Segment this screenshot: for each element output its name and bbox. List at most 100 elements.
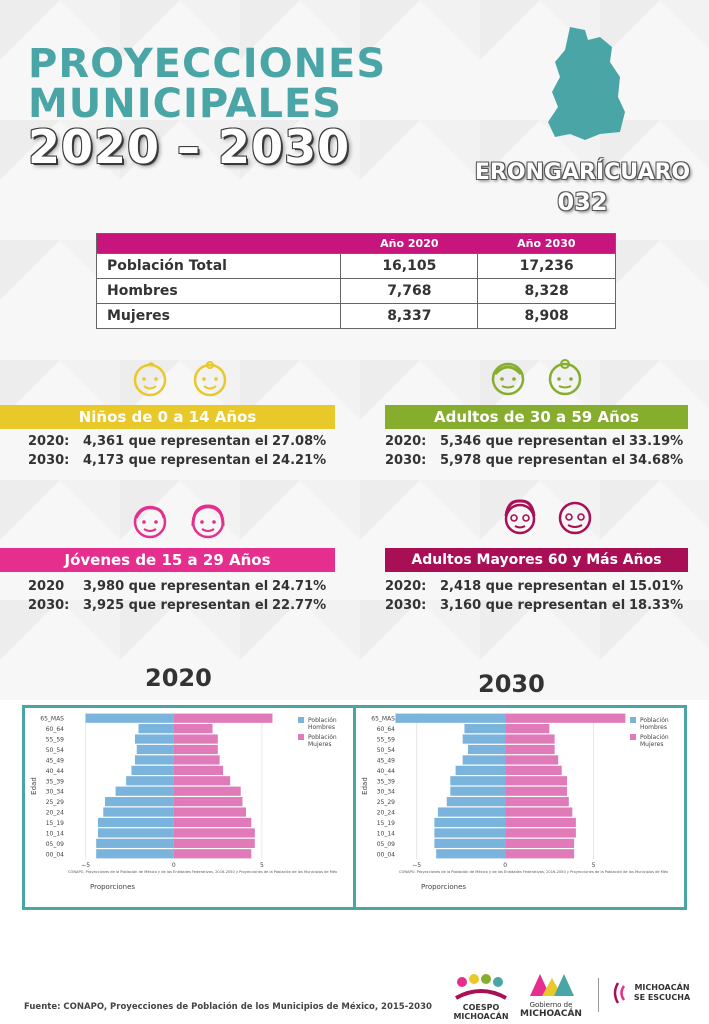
chart-title-2020: 2020	[145, 664, 212, 692]
legend-swatch	[630, 734, 636, 740]
bar-hombres	[131, 765, 174, 775]
row-label: Población Total	[96, 253, 341, 279]
stat-pct: 33.19%	[629, 434, 684, 449]
age-tick-label: 25_29	[377, 799, 395, 806]
age-tick-label: 60_64	[46, 726, 64, 733]
age-tick-label: 30_34	[46, 789, 64, 796]
x-tick-label: 0	[503, 862, 507, 869]
age-tick-label: 20_24	[377, 810, 395, 817]
bar-hombres	[434, 828, 506, 838]
row-value-2020: 8,337	[340, 303, 478, 329]
stat-text: 3,980 que representan el	[83, 579, 269, 594]
escucha-logo-text-b: SE ESCUCHA	[633, 993, 691, 1002]
stat-year: 2020:	[385, 579, 427, 594]
stat-year: 2030:	[28, 453, 70, 468]
bar-mujeres	[173, 713, 273, 723]
bar-mujeres	[505, 849, 575, 859]
row-value-2030: 8,908	[477, 303, 616, 329]
y-axis-label: Edad	[361, 777, 369, 795]
coespo-logo: COESPO MICHOACÁN	[452, 972, 510, 1022]
source-note: Fuente: CONAPO, Proyecciones de Població…	[24, 1002, 432, 1012]
coespo-logo-text: COESPO MICHOACÁN	[453, 1003, 509, 1021]
legend-label: Mujeres	[640, 741, 664, 748]
bar-hombres	[115, 786, 174, 796]
legend-label: Hombres	[308, 724, 335, 731]
x-tick-label: −5	[412, 862, 421, 869]
stat-pct: 22.77%	[272, 598, 327, 613]
bar-mujeres	[505, 724, 550, 734]
coespo-logo-mark	[455, 974, 507, 1000]
bar-hombres	[96, 838, 174, 848]
stat-text: 3,160 que representan el	[440, 598, 626, 613]
gobierno-michoacan-logo: Gobierno de MICHOACÁN	[520, 970, 582, 1020]
age-tick-label: 30_34	[377, 789, 395, 796]
bar-mujeres	[173, 817, 252, 828]
bar-mujeres	[173, 724, 213, 734]
bar-hombres	[464, 724, 506, 734]
stat-pct: 34.68%	[629, 453, 684, 468]
x-tick-label: −5	[81, 862, 90, 869]
group-title-adultos: Adultos de 30 a 59 Años	[385, 405, 688, 429]
row-value-2030: 8,328	[477, 278, 616, 304]
legend-label: Población	[640, 717, 669, 724]
stat-adultos-2030: 2030: 5,978 que representan el 34.68%	[385, 453, 683, 468]
row-value-2030: 17,236	[477, 253, 616, 279]
age-tick-label: 55_59	[46, 737, 64, 744]
y-axis-label: Edad	[30, 777, 38, 795]
row-label: Hombres	[96, 278, 341, 304]
age-tick-label: 40_44	[46, 768, 64, 775]
stat-pct: 24.71%	[272, 579, 327, 594]
stat-text: 2,418 que representan el	[440, 579, 626, 594]
age-tick-label: 10_14	[377, 830, 395, 837]
x-axis-label: Proporciones	[90, 883, 135, 891]
x-tick-label: 5	[592, 862, 596, 869]
table-row: Mujeres 8,337 8,908	[96, 303, 616, 329]
charts-divider	[353, 705, 356, 910]
pyramid-chart-2030: 65_MAS 60_64 55_59 50_54 45_49 40_44 35_39 30_3…	[361, 713, 682, 891]
age-tick-label: 35_39	[46, 778, 64, 785]
bar-hombres	[434, 838, 506, 848]
adult-man-icon	[491, 362, 525, 396]
bar-mujeres	[173, 776, 231, 786]
age-tick-label: 15_19	[377, 820, 395, 827]
stat-text: 4,173 que representan el	[83, 453, 269, 468]
age-tick-label: 00_04	[377, 851, 395, 858]
bar-mujeres	[505, 797, 569, 807]
table-header-2030: Año 2030	[477, 233, 616, 254]
municipality-map-icon	[548, 27, 625, 140]
table-header-2020: Año 2020	[340, 233, 478, 254]
x-tick-label: 0	[172, 862, 176, 869]
escucha-logo-text-a: MICHOACÁN	[634, 983, 690, 992]
bar-hombres	[103, 807, 174, 817]
x-tick-label: 5	[260, 862, 264, 869]
bar-mujeres	[173, 828, 255, 838]
bar-hombres	[126, 776, 174, 786]
bar-mujeres	[173, 734, 218, 744]
legend-swatch	[298, 734, 304, 740]
stat-jovenes-2030: 2030: 3,925 que representan el 22.77%	[28, 598, 326, 613]
age-tick-label: 50_54	[377, 747, 395, 754]
table-header-blank	[96, 233, 341, 254]
bar-mujeres	[505, 786, 568, 796]
bar-hombres	[97, 828, 174, 838]
legend-label: Mujeres	[308, 741, 332, 748]
bar-mujeres	[505, 734, 555, 744]
adult-woman-icon	[548, 359, 582, 396]
bar-mujeres	[505, 765, 562, 775]
table-row: Población Total 16,105 17,236	[96, 253, 616, 279]
pyramid-chart-2020: 65_MAS 60_64 55_59 50_54 45_49 40_44 35_39 30_3…	[30, 713, 350, 891]
stat-year: 2020:	[28, 434, 70, 449]
title-line-1: PROYECCIONES	[28, 41, 387, 87]
legend-swatch	[298, 717, 304, 723]
bar-hombres	[134, 755, 174, 765]
chart-title-2030: 2030	[478, 670, 545, 698]
age-tick-label: 20_24	[46, 810, 64, 817]
stat-mayores-2030: 2030: 3,160 que representan el 18.33%	[385, 598, 683, 613]
bar-mujeres	[505, 713, 626, 723]
bar-mujeres	[505, 838, 575, 848]
x-axis-label: Proporciones	[421, 883, 466, 891]
bar-mujeres	[505, 744, 555, 755]
age-tick-label: 45_49	[377, 757, 395, 764]
stat-text: 5,346 que representan el	[440, 434, 626, 449]
age-tick-label: 50_54	[46, 747, 64, 754]
